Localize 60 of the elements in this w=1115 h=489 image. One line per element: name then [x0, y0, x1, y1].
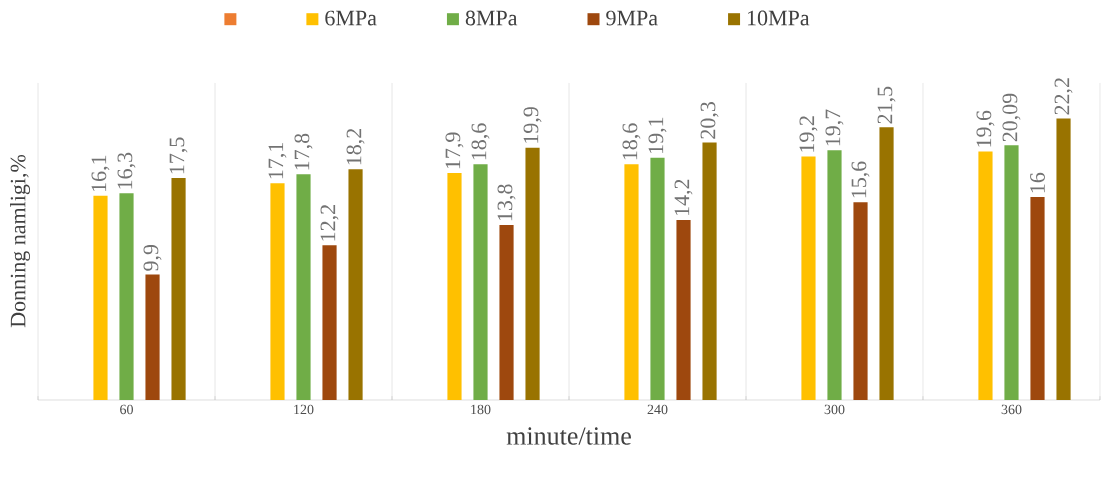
data-label: 13,8 [497, 184, 516, 221]
bar [650, 157, 665, 400]
bar [447, 173, 462, 400]
data-label: 20,09 [1002, 93, 1021, 142]
bar [145, 274, 160, 400]
data-label: 16,3 [117, 152, 136, 189]
bar [270, 183, 285, 400]
data-label: 18,2 [346, 129, 365, 165]
x-tick-label: 360 [1001, 404, 1022, 415]
bar [296, 174, 311, 400]
x-tick-label: 120 [294, 404, 314, 415]
bar [525, 147, 540, 400]
x-tick-label: 60 [120, 404, 133, 415]
y-axis-title: Donning namligi,% [10, 154, 31, 328]
legend-label: 8MPa [465, 10, 518, 26]
x-tick-label: 300 [824, 404, 845, 415]
bar [879, 127, 894, 400]
x-tick-label: 240 [647, 404, 668, 415]
data-label: 19,1 [648, 117, 667, 153]
data-label: 16,1 [91, 155, 110, 191]
bar [93, 195, 108, 400]
legend-label: 10MPa [747, 10, 810, 26]
data-label: 12,2 [320, 205, 339, 241]
data-label: 20,3 [700, 102, 719, 139]
bar [171, 178, 186, 400]
data-label: 18,6 [622, 123, 641, 160]
bar [1030, 197, 1045, 400]
data-label: 14,2 [674, 179, 693, 216]
data-label: 17,9 [445, 132, 464, 169]
bar [676, 219, 691, 400]
data-label: 16 [1030, 172, 1045, 193]
legend-label: 9MPa [606, 10, 658, 26]
data-label: 21,5 [877, 86, 896, 124]
bar [473, 164, 488, 400]
bar [624, 164, 639, 400]
data-label: 9,9 [143, 244, 162, 271]
bar [1056, 118, 1071, 400]
data-label: 22,2 [1054, 78, 1073, 115]
data-label: 17,8 [294, 133, 313, 170]
legend-label: 6MPa [325, 10, 377, 26]
bar [1004, 145, 1019, 400]
data-label: 15,6 [851, 161, 870, 198]
data-label: 19,2 [799, 116, 818, 152]
data-label: 17,5 [169, 137, 188, 174]
bar [801, 156, 816, 400]
bar [499, 225, 514, 400]
data-label: 17,1 [268, 143, 287, 179]
bar [702, 142, 717, 400]
x-tick-label: 180 [471, 404, 491, 415]
data-label: 19,7 [825, 109, 844, 146]
bar [322, 245, 337, 400]
x-axis-title: minute/time [506, 427, 631, 445]
bar [827, 150, 842, 400]
data-label: 18,6 [471, 123, 490, 160]
data-label: 19,6 [976, 110, 995, 147]
data-label: 19,9 [523, 107, 542, 143]
bar [853, 202, 868, 400]
bar [119, 193, 134, 400]
bar [348, 169, 363, 400]
bar [978, 151, 993, 400]
